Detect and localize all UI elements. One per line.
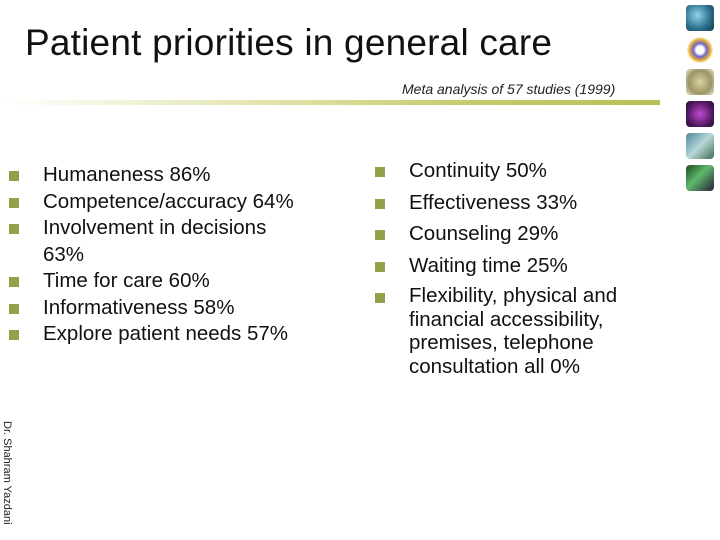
left-bullet-list: Humaneness 86% Competence/accuracy 64% I… xyxy=(9,162,353,348)
bullet-icon xyxy=(9,224,19,234)
list-item: Waiting time 25% xyxy=(375,253,679,279)
list-item: Counseling 29% xyxy=(375,221,679,247)
bullet-icon xyxy=(375,167,385,177)
microscope-icon xyxy=(686,133,714,159)
author-credit: Dr. Shahram Yazdani xyxy=(1,421,13,525)
list-item: Informativeness 58% xyxy=(9,295,353,322)
bullet-icon xyxy=(375,230,385,240)
list-item: Humaneness 86% xyxy=(9,162,353,189)
globe-icon xyxy=(686,5,714,31)
decorative-thumbnail-strip xyxy=(684,5,716,197)
title-divider xyxy=(0,100,660,105)
list-item: Continuity 50% xyxy=(375,158,679,184)
list-item: Effectiveness 33% xyxy=(375,190,679,216)
slide-subtitle: Meta analysis of 57 studies (1999) xyxy=(402,81,616,97)
list-item: Time for care 60% xyxy=(9,268,353,295)
bullet-icon xyxy=(9,303,19,314)
right-bullet-list: Continuity 50% Effectiveness 33% Counsel… xyxy=(375,158,679,384)
cell-icon xyxy=(686,69,714,95)
list-item: Competence/accuracy 64% xyxy=(9,189,353,216)
bullet-icon xyxy=(9,277,19,287)
bullet-icon xyxy=(375,198,385,209)
list-item: Flexibility, physical and financial acce… xyxy=(375,284,679,378)
list-item: Involvement in decisions 63% xyxy=(9,215,313,268)
slide-title: Patient priorities in general care xyxy=(25,22,553,63)
bullet-icon xyxy=(9,171,19,181)
tissue-icon xyxy=(686,165,714,191)
bullet-icon xyxy=(9,330,19,340)
brain-scan-icon xyxy=(686,101,714,127)
molecule-icon xyxy=(686,37,714,63)
bullet-icon xyxy=(9,197,19,208)
list-item: Explore patient needs 57% xyxy=(9,321,353,348)
bullet-icon xyxy=(375,261,385,272)
bullet-icon xyxy=(375,293,385,303)
